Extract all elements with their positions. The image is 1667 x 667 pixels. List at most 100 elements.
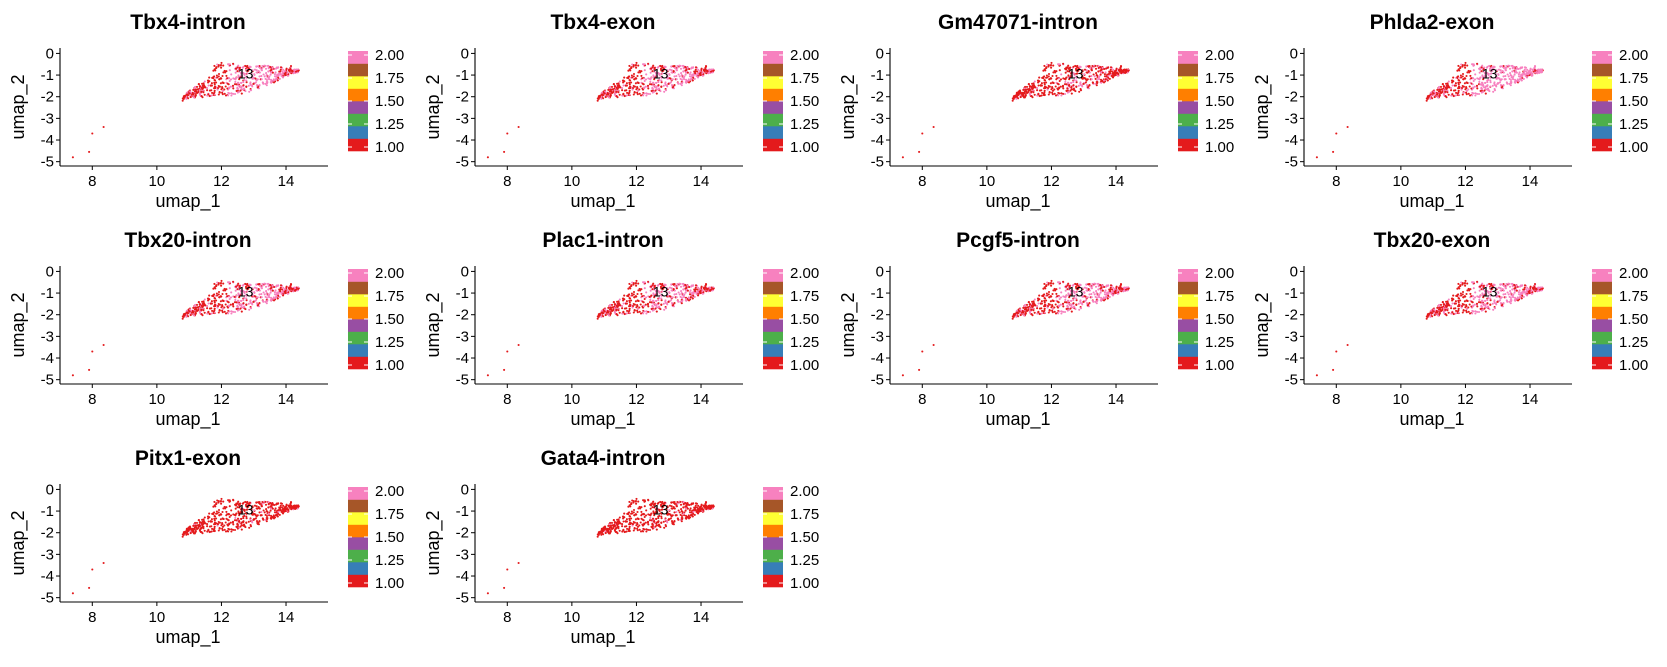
scatter-point [652, 84, 656, 87]
scatter-point [286, 290, 289, 293]
scatter-point [621, 89, 624, 92]
scatter-point [1517, 75, 1521, 78]
scatter-point [643, 63, 646, 66]
scatter-point [225, 292, 228, 295]
scatter-point [267, 76, 270, 79]
scatter-point [1037, 79, 1040, 82]
scatter-point [684, 65, 687, 68]
scatter-point [622, 311, 625, 314]
scatter-point [1025, 85, 1029, 88]
scatter-point [202, 309, 205, 312]
scatter-point [1477, 310, 1481, 314]
scatter-point [1099, 65, 1102, 68]
scatter-point [202, 91, 205, 94]
scatter-point [1522, 77, 1525, 80]
scatter-point [226, 295, 229, 298]
scatter-point [1084, 299, 1087, 302]
scatter-point [1043, 305, 1046, 308]
x-tick-label: 14 [693, 391, 710, 408]
scatter-point [1069, 89, 1072, 92]
scatter-point [1091, 64, 1094, 68]
scatter-point [231, 84, 235, 87]
scatter-point [244, 64, 247, 67]
scatter-point [232, 87, 235, 90]
scatter-point [1472, 287, 1475, 290]
scatter-point [1444, 86, 1447, 89]
scatter-point [1038, 294, 1041, 297]
scatter-point [219, 63, 223, 67]
scatter-point [1036, 89, 1039, 92]
scatter-point [1088, 66, 1092, 70]
scatter-point [1524, 288, 1528, 291]
y-tick-label: -2 [41, 307, 54, 324]
scatter-point [1033, 311, 1036, 314]
colorbar-label: 1.25 [1205, 116, 1234, 133]
scatter-point [1066, 66, 1069, 69]
scatter-point [639, 312, 643, 315]
scatter-point [1468, 94, 1472, 97]
scatter-point [194, 306, 197, 309]
scatter-point [188, 92, 191, 95]
scatter-point [661, 70, 664, 73]
scatter-point [679, 67, 683, 70]
scatter-point [1048, 303, 1051, 306]
colorbar-segment [1592, 101, 1612, 114]
scatter-point [1498, 299, 1501, 302]
colorbar-segment [1592, 306, 1612, 320]
y-tick-label: -4 [1285, 132, 1298, 149]
scatter-point [255, 283, 258, 286]
colorbar-label: 1.75 [375, 288, 404, 305]
scatter-point [1056, 77, 1059, 80]
scatter-point [657, 299, 660, 302]
scatter-point [1478, 298, 1481, 301]
y-tick-label: -3 [456, 110, 469, 127]
scatter-point [1480, 309, 1483, 312]
scatter-point [1517, 291, 1520, 294]
scatter-point [633, 85, 636, 88]
scatter-point [201, 82, 204, 85]
scatter-point [213, 305, 216, 308]
colorbar-segment [1178, 51, 1198, 64]
scatter-point [1481, 302, 1485, 305]
scatter-point [1081, 69, 1084, 72]
scatter-point [1529, 67, 1532, 70]
scatter-point [1060, 92, 1063, 95]
y-axis-title: umap_2 [8, 292, 29, 357]
scatter-point [664, 89, 668, 92]
scatter-point [223, 310, 226, 313]
scatter-point [1507, 75, 1510, 78]
scatter-point [641, 295, 644, 298]
scatter-point [1346, 125, 1349, 129]
scatter-point [1080, 72, 1083, 75]
scatter-point [649, 80, 652, 83]
scatter-point [236, 66, 239, 69]
scatter-point [1529, 285, 1532, 288]
scatter-point [1076, 70, 1079, 73]
scatter-point [622, 297, 625, 300]
scatter-point [1043, 91, 1046, 94]
scatter-point [1433, 314, 1436, 317]
scatter-point [1048, 296, 1051, 299]
scatter-point [704, 282, 708, 286]
y-tick-label: -5 [871, 154, 884, 171]
scatter-point [230, 291, 233, 294]
scatter-point [1465, 292, 1468, 296]
scatter-point [286, 72, 289, 75]
scatter-point [221, 93, 224, 96]
scatter-point [1055, 74, 1058, 77]
scatter-point [1100, 68, 1103, 71]
scatter-point [1088, 83, 1091, 87]
scatter-point [1491, 302, 1494, 305]
scatter-point [1468, 312, 1472, 315]
scatter-point [650, 76, 653, 79]
scatter-point [621, 87, 624, 90]
scatter-point [654, 89, 657, 92]
scatter-point [1511, 288, 1514, 291]
scatter-point [644, 78, 648, 81]
scatter-point [667, 76, 670, 79]
scatter-point [650, 67, 653, 70]
x-tick-label: 8 [88, 391, 96, 408]
y-tick-label: -2 [1285, 307, 1298, 324]
scatter-point [679, 64, 682, 67]
